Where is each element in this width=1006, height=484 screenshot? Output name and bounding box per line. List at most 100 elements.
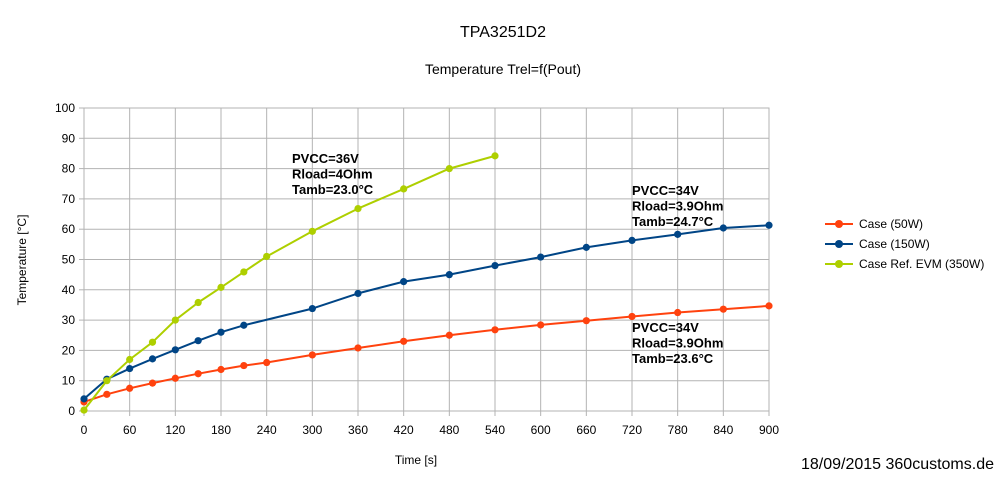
- series-line: [83, 304, 770, 403]
- data-point: [171, 346, 179, 354]
- data-point: [400, 337, 408, 345]
- data-point: [628, 312, 636, 321]
- data-point: [719, 305, 727, 313]
- x-tick-label: 180: [211, 423, 231, 437]
- data-point: [491, 261, 499, 270]
- x-tick-label: 0: [81, 423, 88, 437]
- data-point: [263, 252, 271, 261]
- data-point: [217, 283, 225, 291]
- x-tick-label: 60: [123, 423, 137, 437]
- legend-item: Case Ref. EVM (350W): [825, 257, 984, 271]
- data-point: [240, 361, 248, 370]
- annotation-line: Rload=3.9Ohm: [632, 336, 723, 351]
- data-point: [80, 406, 88, 414]
- data-point: [400, 278, 408, 286]
- annotation-line: PVCC=34V: [632, 183, 699, 198]
- legend: Case (50W) Case (150W) Case Ref. EVM (350W…: [825, 217, 984, 271]
- data-point: [217, 365, 225, 374]
- annotation-line: Rload=3.9Ohm: [632, 199, 723, 214]
- legend-swatch-marker: [835, 220, 843, 228]
- x-tick-label: 240: [257, 423, 277, 437]
- data-point: [445, 331, 453, 339]
- x-tick-label: 540: [485, 423, 505, 437]
- legend-item: Case (50W): [825, 217, 923, 231]
- x-tick-label: 780: [668, 423, 688, 437]
- data-point: [126, 355, 134, 364]
- x-axis-label: Time [s]: [395, 453, 437, 467]
- data-point: [628, 236, 636, 245]
- y-tick-label: 0: [68, 404, 75, 418]
- y-tick-label: 80: [62, 162, 76, 176]
- series-line: [83, 154, 496, 411]
- data-point: [240, 321, 248, 329]
- data-point: [103, 377, 111, 385]
- annotation-line: Rload=4Ohm: [292, 167, 373, 182]
- data-point: [240, 268, 248, 276]
- data-point: [491, 326, 499, 334]
- chart-title: TPA3251D2: [460, 24, 546, 41]
- legend-item: Case (150W): [825, 237, 930, 251]
- x-tick-label: 120: [165, 423, 185, 437]
- data-point: [537, 321, 545, 329]
- data-point: [491, 152, 499, 160]
- y-tick-label: 70: [62, 192, 76, 206]
- x-tick-label: 420: [394, 423, 414, 437]
- data-point: [674, 230, 682, 238]
- data-point: [103, 390, 111, 398]
- data-point: [308, 227, 316, 235]
- data-point: [674, 308, 682, 317]
- y-axis-label: Temperature [°C]: [15, 215, 29, 306]
- y-tick-label: 40: [62, 283, 76, 297]
- legend-swatch-marker: [835, 260, 843, 268]
- data-point: [400, 185, 408, 193]
- x-tick-label: 840: [713, 423, 733, 437]
- data-point: [171, 316, 179, 324]
- series-1: [80, 302, 773, 406]
- data-point: [354, 204, 362, 213]
- series-group: [80, 152, 773, 414]
- legend-label: Case Ref. EVM (350W): [859, 257, 984, 271]
- data-point: [126, 364, 134, 373]
- data-point: [719, 224, 727, 232]
- y-tick-label: 100: [55, 101, 75, 115]
- data-point: [148, 379, 157, 387]
- data-point: [582, 243, 590, 251]
- data-point: [445, 165, 453, 173]
- data-point: [263, 358, 271, 367]
- grid: [79, 107, 770, 416]
- legend-label: Case (150W): [859, 237, 930, 251]
- data-point: [354, 344, 362, 352]
- data-point: [582, 317, 590, 325]
- data-point: [217, 328, 225, 336]
- footer-credit: 18/09/2015 360customs.de: [800, 456, 994, 473]
- y-tick-label: 90: [62, 131, 76, 145]
- x-tick-label: 720: [622, 423, 642, 437]
- x-tick-label: 360: [348, 423, 368, 437]
- y-tick-label: 30: [62, 313, 76, 327]
- x-tick-label: 600: [531, 423, 551, 437]
- data-point: [765, 221, 773, 229]
- annotation-line: PVCC=34V: [632, 320, 699, 335]
- annotation-line: Tamb=23.6°C: [632, 351, 714, 366]
- chart-subtitle: Temperature Trel=f(Pout): [425, 61, 581, 77]
- data-point: [80, 395, 88, 403]
- tick-labels: 0 10 20 30 40 50 60 70 80 90 100 0 60 120 180 240 300 360…: [55, 101, 779, 437]
- y-tick-label: 20: [62, 343, 76, 357]
- data-point: [148, 338, 157, 346]
- data-point: [765, 302, 773, 310]
- x-tick-label: 660: [576, 423, 596, 437]
- annotation-line: PVCC=36V: [292, 151, 359, 166]
- legend-label: Case (50W): [859, 217, 923, 231]
- data-point: [171, 374, 179, 382]
- annotation-line: Tamb=23.0°C: [292, 182, 374, 197]
- x-tick-label: 300: [302, 423, 322, 437]
- data-point: [445, 271, 453, 279]
- data-point: [148, 355, 157, 363]
- data-point: [194, 337, 202, 345]
- legend-swatch-marker: [835, 240, 843, 248]
- data-point: [194, 298, 202, 307]
- data-point: [194, 370, 202, 378]
- data-point: [308, 304, 316, 313]
